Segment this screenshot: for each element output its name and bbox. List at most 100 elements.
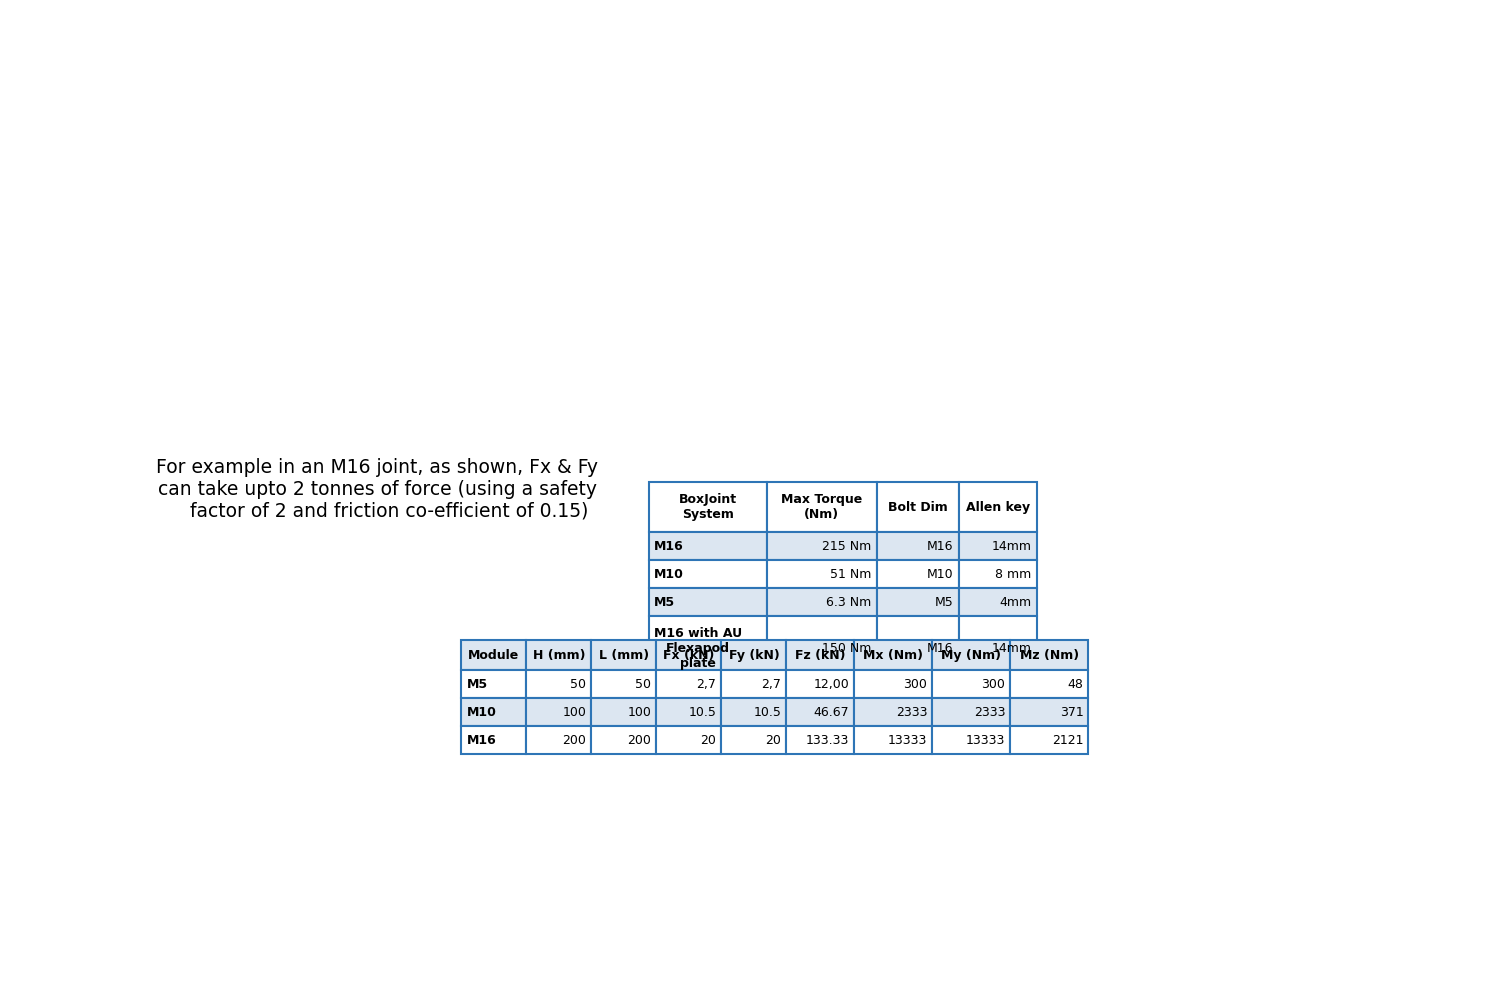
Bar (592, 670, 656, 699)
Bar (786, 670, 854, 699)
Text: M10: M10 (927, 568, 954, 581)
Bar (722, 699, 786, 726)
Text: M5: M5 (466, 678, 487, 691)
Bar (461, 699, 526, 726)
Bar (649, 588, 767, 617)
Text: 20: 20 (701, 734, 716, 747)
Text: 13333: 13333 (966, 734, 1005, 747)
Bar (786, 699, 854, 726)
Text: M10: M10 (653, 568, 683, 581)
Bar (649, 482, 767, 533)
Bar (932, 726, 1010, 754)
Text: 10.5: 10.5 (753, 705, 782, 718)
Bar (876, 533, 959, 560)
Text: M16: M16 (927, 539, 954, 552)
Text: 215 Nm: 215 Nm (822, 539, 872, 552)
Text: 14mm: 14mm (992, 642, 1032, 655)
Bar (876, 482, 959, 533)
Text: 300: 300 (981, 678, 1005, 691)
Text: H (mm): H (mm) (533, 649, 586, 662)
Text: 150 Nm: 150 Nm (822, 642, 872, 655)
Bar (959, 617, 1037, 681)
Bar (649, 560, 767, 588)
Text: M16: M16 (653, 539, 683, 552)
Text: 6.3 Nm: 6.3 Nm (827, 596, 872, 609)
Text: 12,00: 12,00 (813, 678, 849, 691)
Text: Fy (kN): Fy (kN) (728, 649, 779, 662)
Bar (854, 699, 932, 726)
Text: 4mm: 4mm (999, 596, 1032, 609)
Text: 200: 200 (563, 734, 586, 747)
Bar (786, 640, 854, 670)
Bar (592, 726, 656, 754)
Text: 2333: 2333 (896, 705, 927, 718)
Text: Mx (Nm): Mx (Nm) (863, 649, 923, 662)
Text: BoxJoint
System: BoxJoint System (679, 493, 737, 521)
Bar (722, 726, 786, 754)
Text: 50: 50 (571, 678, 586, 691)
Bar (854, 726, 932, 754)
Bar (656, 670, 722, 699)
Text: 371: 371 (1059, 705, 1083, 718)
Text: 51 Nm: 51 Nm (830, 568, 872, 581)
Bar (1010, 699, 1089, 726)
Bar (932, 640, 1010, 670)
Bar (876, 560, 959, 588)
Text: 46.67: 46.67 (813, 705, 849, 718)
Bar (854, 640, 932, 670)
Text: Bolt Dim: Bolt Dim (888, 501, 948, 514)
Text: 2,7: 2,7 (761, 678, 782, 691)
Text: 13333: 13333 (888, 734, 927, 747)
Bar (1010, 640, 1089, 670)
Bar (649, 617, 767, 681)
Bar (592, 640, 656, 670)
Text: 2121: 2121 (1052, 734, 1083, 747)
Text: 300: 300 (903, 678, 927, 691)
Bar (1010, 726, 1089, 754)
Bar (649, 533, 767, 560)
Text: Max Torque
(Nm): Max Torque (Nm) (780, 493, 863, 521)
Bar (959, 533, 1037, 560)
Bar (767, 482, 876, 533)
Text: M10: M10 (466, 705, 496, 718)
Text: Fz (kN): Fz (kN) (795, 649, 846, 662)
Bar (656, 699, 722, 726)
Text: Allen key: Allen key (966, 501, 1029, 514)
Bar (461, 726, 526, 754)
Bar (932, 699, 1010, 726)
Bar (722, 670, 786, 699)
Text: 200: 200 (628, 734, 652, 747)
Bar (656, 726, 722, 754)
Text: Mz (Nm): Mz (Nm) (1020, 649, 1079, 662)
Text: 2333: 2333 (974, 705, 1005, 718)
Bar (656, 640, 722, 670)
Text: M16: M16 (927, 642, 954, 655)
Text: M5: M5 (653, 596, 674, 609)
Text: 48: 48 (1068, 678, 1083, 691)
Bar (526, 670, 592, 699)
Bar (767, 533, 876, 560)
Bar (959, 588, 1037, 617)
Text: Fx (kN): Fx (kN) (664, 649, 715, 662)
Text: 100: 100 (628, 705, 652, 718)
Text: My (Nm): My (Nm) (941, 649, 1001, 662)
Bar (767, 588, 876, 617)
Text: M16 with AU
Flexapod
plate: M16 with AU Flexapod plate (653, 627, 742, 670)
Bar (461, 640, 526, 670)
Text: Module: Module (469, 649, 520, 662)
Text: For example in an M16 joint, as shown, Fx & Fy
can take upto 2 tonnes of force (: For example in an M16 joint, as shown, F… (156, 457, 599, 521)
Text: 133.33: 133.33 (806, 734, 849, 747)
Bar (592, 699, 656, 726)
Text: M16: M16 (466, 734, 496, 747)
Text: 2,7: 2,7 (697, 678, 716, 691)
Bar (876, 588, 959, 617)
Bar (854, 670, 932, 699)
Text: 100: 100 (563, 705, 586, 718)
Bar (767, 560, 876, 588)
Bar (526, 640, 592, 670)
Bar (722, 640, 786, 670)
Bar (786, 726, 854, 754)
Bar (959, 482, 1037, 533)
Text: 8 mm: 8 mm (995, 568, 1032, 581)
Text: M5: M5 (935, 596, 954, 609)
